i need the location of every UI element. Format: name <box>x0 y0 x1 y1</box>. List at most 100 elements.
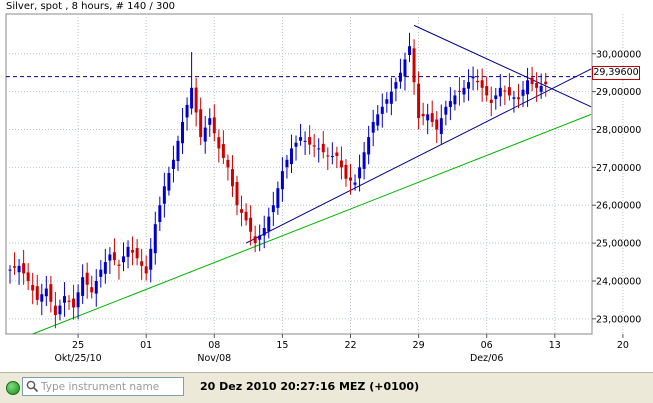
search-icon <box>26 380 39 393</box>
candle-body <box>122 256 125 263</box>
candle-body <box>31 284 35 291</box>
candle-body <box>17 265 21 273</box>
candle-body <box>362 152 366 169</box>
y-tick-label: 23,00000 <box>596 314 641 325</box>
candle-body <box>439 118 443 134</box>
candle-body <box>81 277 85 296</box>
candle-body <box>339 160 343 168</box>
candle-body <box>448 101 452 107</box>
candle-body <box>13 266 17 268</box>
candles <box>8 32 548 329</box>
candle-body <box>376 114 380 126</box>
candle-body <box>453 95 457 105</box>
candle-body <box>208 118 212 125</box>
candle-body <box>249 217 253 232</box>
x-tick-label: 29 <box>413 340 425 351</box>
candle-body <box>76 292 80 308</box>
candle-body <box>226 159 230 168</box>
candle-body <box>530 77 534 85</box>
candle-body <box>53 305 57 316</box>
candle-body <box>349 177 352 181</box>
candle-body <box>335 152 339 157</box>
candle-body <box>149 248 153 270</box>
candle-body <box>167 173 171 191</box>
x-month-label: Dez/06 <box>470 353 503 364</box>
candle-body <box>44 288 48 297</box>
candle-body <box>8 269 12 271</box>
candle-body <box>330 156 334 158</box>
candle-body <box>317 148 321 150</box>
y-axis: 30,00000 29,00000 28,00000 27,00000 26,00000… <box>592 49 641 325</box>
candle-body <box>94 280 98 294</box>
candle-body <box>40 294 44 302</box>
candle-body <box>185 104 189 118</box>
candle-body <box>58 305 62 315</box>
candle-body <box>117 264 121 266</box>
y-tick-label: 30,00000 <box>596 49 641 60</box>
candle-body <box>203 127 207 142</box>
triangle-lower-trendline <box>245 68 592 244</box>
candle-body <box>153 224 157 254</box>
candle-body <box>112 252 116 261</box>
x-tick-label: 08 <box>208 340 220 351</box>
candle-body <box>271 205 275 213</box>
x-axis: 25010815222906132027Okt/25/10Nov/08Dez/0… <box>54 334 629 364</box>
candle-body <box>72 298 76 308</box>
candle-body <box>190 87 194 109</box>
candle-body <box>521 89 525 96</box>
chart-area[interactable]: 30,00000 29,00000 28,00000 27,00000 26,00000… <box>0 0 653 372</box>
candle-body <box>412 48 416 83</box>
candle-body <box>371 121 375 133</box>
x-tick-label: 15 <box>276 340 288 351</box>
candle-body <box>85 272 89 285</box>
candle-body <box>389 91 393 104</box>
x-month-label: Okt/25/10 <box>54 353 101 364</box>
candle-body <box>289 148 293 165</box>
candle-body <box>262 227 266 236</box>
chart-title: Silver, spot , 8 hours, # 140 / 300 <box>6 1 176 12</box>
candle-body <box>303 140 307 142</box>
candle-body <box>494 95 498 100</box>
x-tick-label: 20 <box>617 340 629 351</box>
candle-body <box>212 117 216 134</box>
candle-body <box>67 300 71 302</box>
candle-body <box>512 97 516 99</box>
candle-body <box>476 80 480 83</box>
triangle-upper-trendline <box>413 24 592 108</box>
y-tick-label: 29,00000 <box>596 87 641 98</box>
candle-body <box>367 137 371 155</box>
x-tick-label: 01 <box>140 340 152 351</box>
instrument-search-input[interactable] <box>41 379 181 394</box>
candle-body <box>507 87 511 96</box>
connection-status-icon[interactable] <box>6 381 20 395</box>
candle-body <box>408 46 412 56</box>
y-tick-label: 28,00000 <box>596 125 641 136</box>
candle-body <box>49 284 53 302</box>
candle-body <box>62 296 66 303</box>
candle-body <box>176 140 180 162</box>
status-bar: 20 Dez 2010 20:27:16 MEZ (+0100) <box>0 372 653 403</box>
candle-body <box>539 85 543 92</box>
candle-body <box>498 87 502 97</box>
candle-body <box>162 186 166 204</box>
x-month-label: Nov/08 <box>197 353 231 364</box>
candle-body <box>135 248 139 259</box>
candle-body <box>417 83 421 119</box>
y-tick-label: 26,00000 <box>596 201 641 212</box>
candle-body <box>108 254 112 261</box>
candle-body <box>285 159 289 168</box>
support-trendline <box>32 113 592 335</box>
x-tick-label: 22 <box>344 340 356 351</box>
candle-body <box>131 249 135 253</box>
candle-body <box>480 80 484 88</box>
candle-body <box>471 76 475 79</box>
candle-body <box>489 99 493 103</box>
price-chart[interactable]: 30,00000 29,00000 28,00000 27,00000 26,00000… <box>0 0 653 372</box>
current-price-label: 29,39600 <box>592 66 640 80</box>
candle-body <box>267 216 271 232</box>
candle-body <box>35 286 39 300</box>
instrument-search-box[interactable] <box>22 377 184 396</box>
candle-body <box>244 211 248 221</box>
candle-body <box>199 109 203 138</box>
candle-body <box>394 82 398 89</box>
